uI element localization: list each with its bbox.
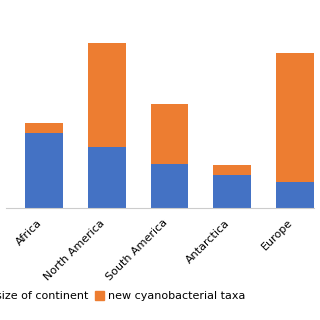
Bar [88,147,125,208]
Bar [25,133,63,208]
Bar [151,104,188,164]
Bar [276,182,314,208]
Legend: size of continent, new cyanobacterial taxa: size of continent, new cyanobacterial ta… [0,287,250,306]
Bar [151,164,188,208]
Bar [88,43,125,147]
Bar [25,123,63,133]
Bar [276,53,314,182]
Bar [213,165,251,175]
Bar [213,175,251,208]
